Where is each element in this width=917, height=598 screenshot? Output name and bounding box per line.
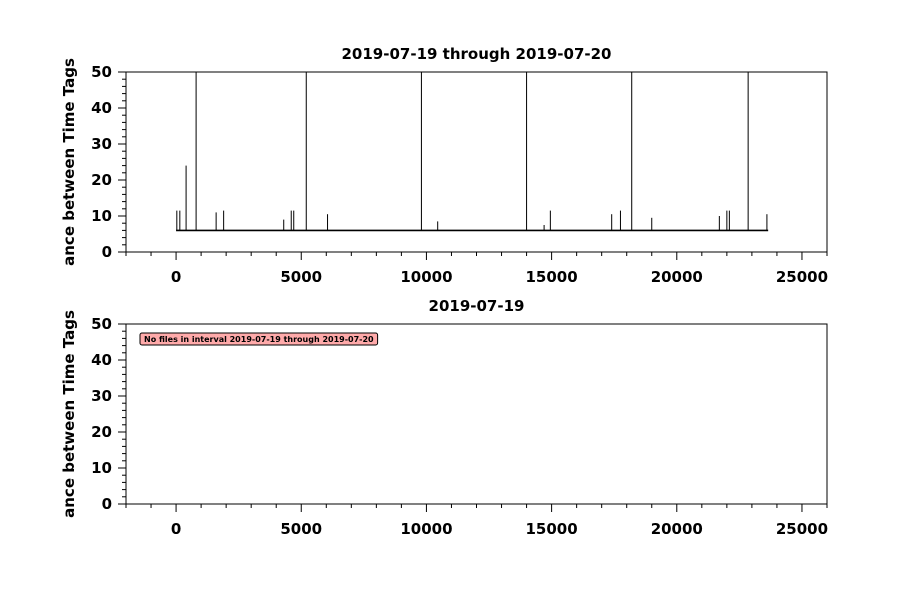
bottom-plot-frame	[125, 323, 828, 505]
x-tick-label: 20000	[651, 268, 703, 286]
x-tick-label: 25000	[776, 268, 828, 286]
y-tick-label: 40	[91, 99, 112, 117]
x-tick-label: 25000	[776, 520, 828, 538]
y-tick-label: 20	[91, 171, 112, 189]
x-tick-label: 10000	[400, 520, 452, 538]
bottom-axis-ticks: 0 5000 10000 15000 20000 25000 0 10 20 30 40 50	[91, 315, 828, 538]
top-y-axis-label: ance between Time Tags	[60, 58, 78, 266]
top-series	[176, 72, 769, 232]
y-tick-label: 40	[91, 351, 112, 369]
y-tick-label: 10	[91, 207, 112, 225]
y-tick-label: 0	[102, 243, 112, 261]
y-tick-label: 30	[91, 135, 112, 153]
x-tick-label: 15000	[526, 520, 578, 538]
no-files-message: No files in interval 2019-07-19 through …	[144, 335, 374, 344]
x-tick-label: 10000	[400, 268, 452, 286]
x-tick-label: 5000	[280, 520, 322, 538]
y-tick-label: 50	[91, 63, 112, 81]
top-axis-ticks: 0 5000 10000 15000 20000 25000 0 10 20 30 40 50	[91, 63, 828, 286]
y-tick-label: 20	[91, 423, 112, 441]
y-tick-label: 10	[91, 459, 112, 477]
y-tick-label: 50	[91, 315, 112, 333]
bottom-chart-title: 2019-07-19	[429, 297, 525, 315]
x-tick-label: 20000	[651, 520, 703, 538]
y-tick-label: 0	[102, 495, 112, 513]
bottom-panel: 2019-07-19 ance between Time Tags 0 5000 1…	[60, 297, 828, 538]
top-chart-title: 2019-07-19 through 2019-07-20	[342, 45, 612, 63]
x-tick-label: 5000	[280, 268, 322, 286]
x-tick-label: 15000	[526, 268, 578, 286]
no-files-badge	[139, 332, 379, 346]
top-panel: 2019-07-19 through 2019-07-20 ance betwe…	[60, 45, 828, 286]
y-tick-label: 30	[91, 387, 112, 405]
x-tick-label: 0	[171, 520, 181, 538]
bottom-y-axis-label: ance between Time Tags	[60, 310, 78, 518]
x-tick-label: 0	[171, 268, 181, 286]
top-plot-frame	[125, 71, 828, 253]
